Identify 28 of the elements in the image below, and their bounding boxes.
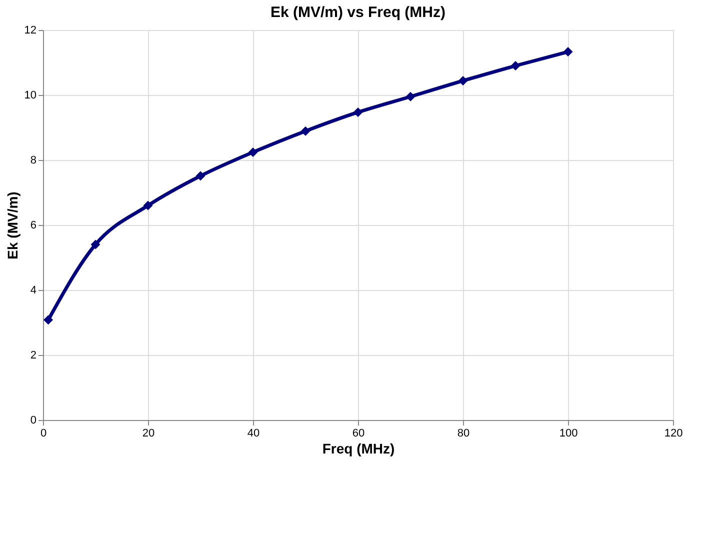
y-axis-title: Ek (MV/m) xyxy=(4,192,20,260)
chart-title: Ek (MV/m) vs Freq (MHz) xyxy=(270,4,446,21)
point xyxy=(510,61,520,70)
x-axis-title: Freq (MHz) xyxy=(322,440,395,456)
y-tick-label: 8 xyxy=(30,154,36,166)
point xyxy=(90,240,100,250)
x-tick-label: 0 xyxy=(40,428,47,440)
point xyxy=(563,47,573,57)
x-tick-label: 100 xyxy=(559,428,578,440)
y-tick-label: 6 xyxy=(30,220,36,232)
x-tick-label: 80 xyxy=(457,428,470,440)
point xyxy=(458,76,468,86)
y-tick-label: 0 xyxy=(30,414,36,426)
point xyxy=(406,92,416,102)
point xyxy=(248,147,258,157)
point xyxy=(143,200,153,210)
x-tick-label: 40 xyxy=(247,428,260,440)
y-tick-label: 2 xyxy=(30,350,36,362)
point xyxy=(196,171,206,181)
point xyxy=(44,315,53,325)
y-tick-label: 4 xyxy=(30,284,36,296)
x-tick-label: 60 xyxy=(352,428,365,440)
y-tick-label: 12 xyxy=(24,24,36,36)
point xyxy=(353,107,363,117)
x-tick-label: 120 xyxy=(664,428,683,440)
x-tick-label: 20 xyxy=(142,428,155,440)
y-tick-label: 10 xyxy=(24,90,36,102)
point xyxy=(300,126,310,136)
